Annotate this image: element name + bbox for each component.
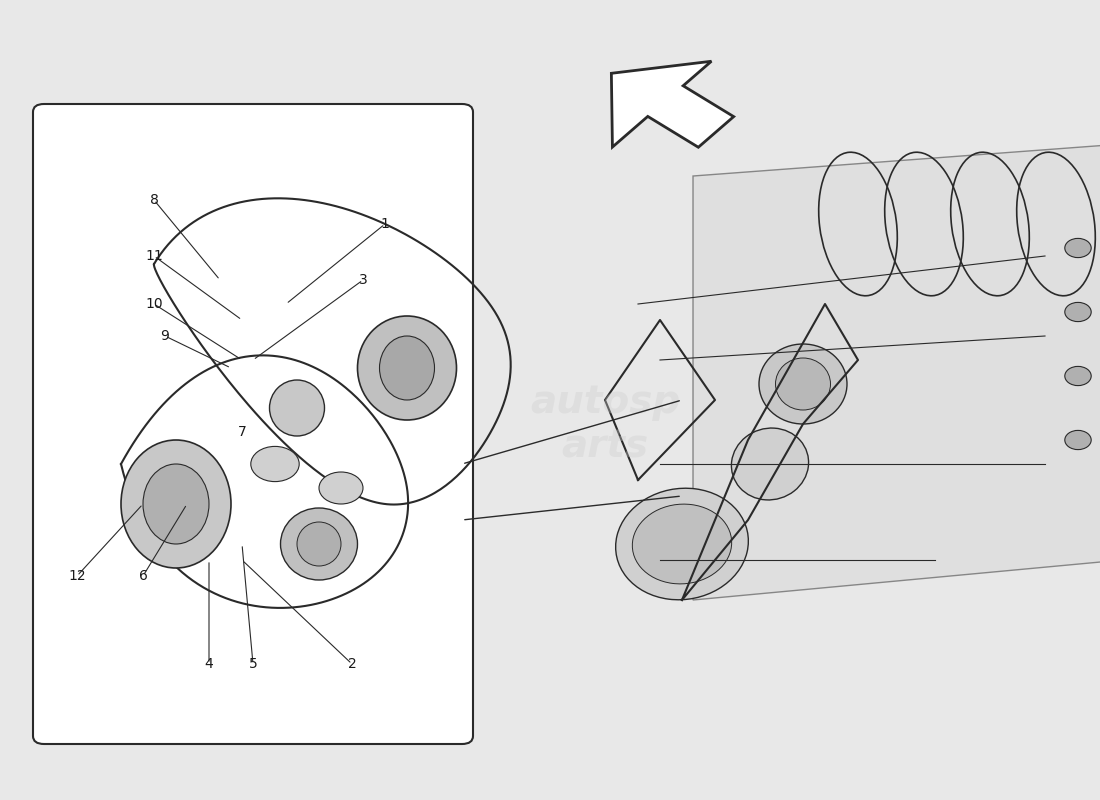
Ellipse shape	[616, 488, 748, 600]
Text: 3: 3	[359, 273, 367, 287]
Text: autosp
arts: autosp arts	[530, 383, 680, 465]
Ellipse shape	[297, 522, 341, 566]
Text: 8: 8	[150, 193, 158, 207]
Circle shape	[1065, 238, 1091, 258]
Text: 11: 11	[145, 249, 163, 263]
Ellipse shape	[776, 358, 830, 410]
Text: 9: 9	[161, 329, 169, 343]
Ellipse shape	[280, 508, 358, 580]
FancyBboxPatch shape	[33, 104, 473, 744]
Circle shape	[251, 446, 299, 482]
Text: 10: 10	[145, 297, 163, 311]
Circle shape	[319, 472, 363, 504]
Circle shape	[1065, 302, 1091, 322]
Ellipse shape	[143, 464, 209, 544]
Ellipse shape	[270, 380, 324, 436]
Circle shape	[1065, 430, 1091, 450]
Ellipse shape	[732, 428, 808, 500]
Ellipse shape	[379, 336, 434, 400]
Ellipse shape	[632, 504, 732, 584]
Text: 6: 6	[139, 569, 147, 583]
Text: 7: 7	[238, 425, 246, 439]
Polygon shape	[612, 62, 734, 147]
Ellipse shape	[121, 440, 231, 568]
Text: 1: 1	[381, 217, 389, 231]
Text: 12: 12	[68, 569, 86, 583]
Ellipse shape	[358, 316, 456, 420]
Text: 5: 5	[249, 657, 257, 671]
Circle shape	[1065, 366, 1091, 386]
Text: 2: 2	[348, 657, 356, 671]
Polygon shape	[693, 144, 1100, 600]
Text: 4: 4	[205, 657, 213, 671]
Ellipse shape	[759, 344, 847, 424]
